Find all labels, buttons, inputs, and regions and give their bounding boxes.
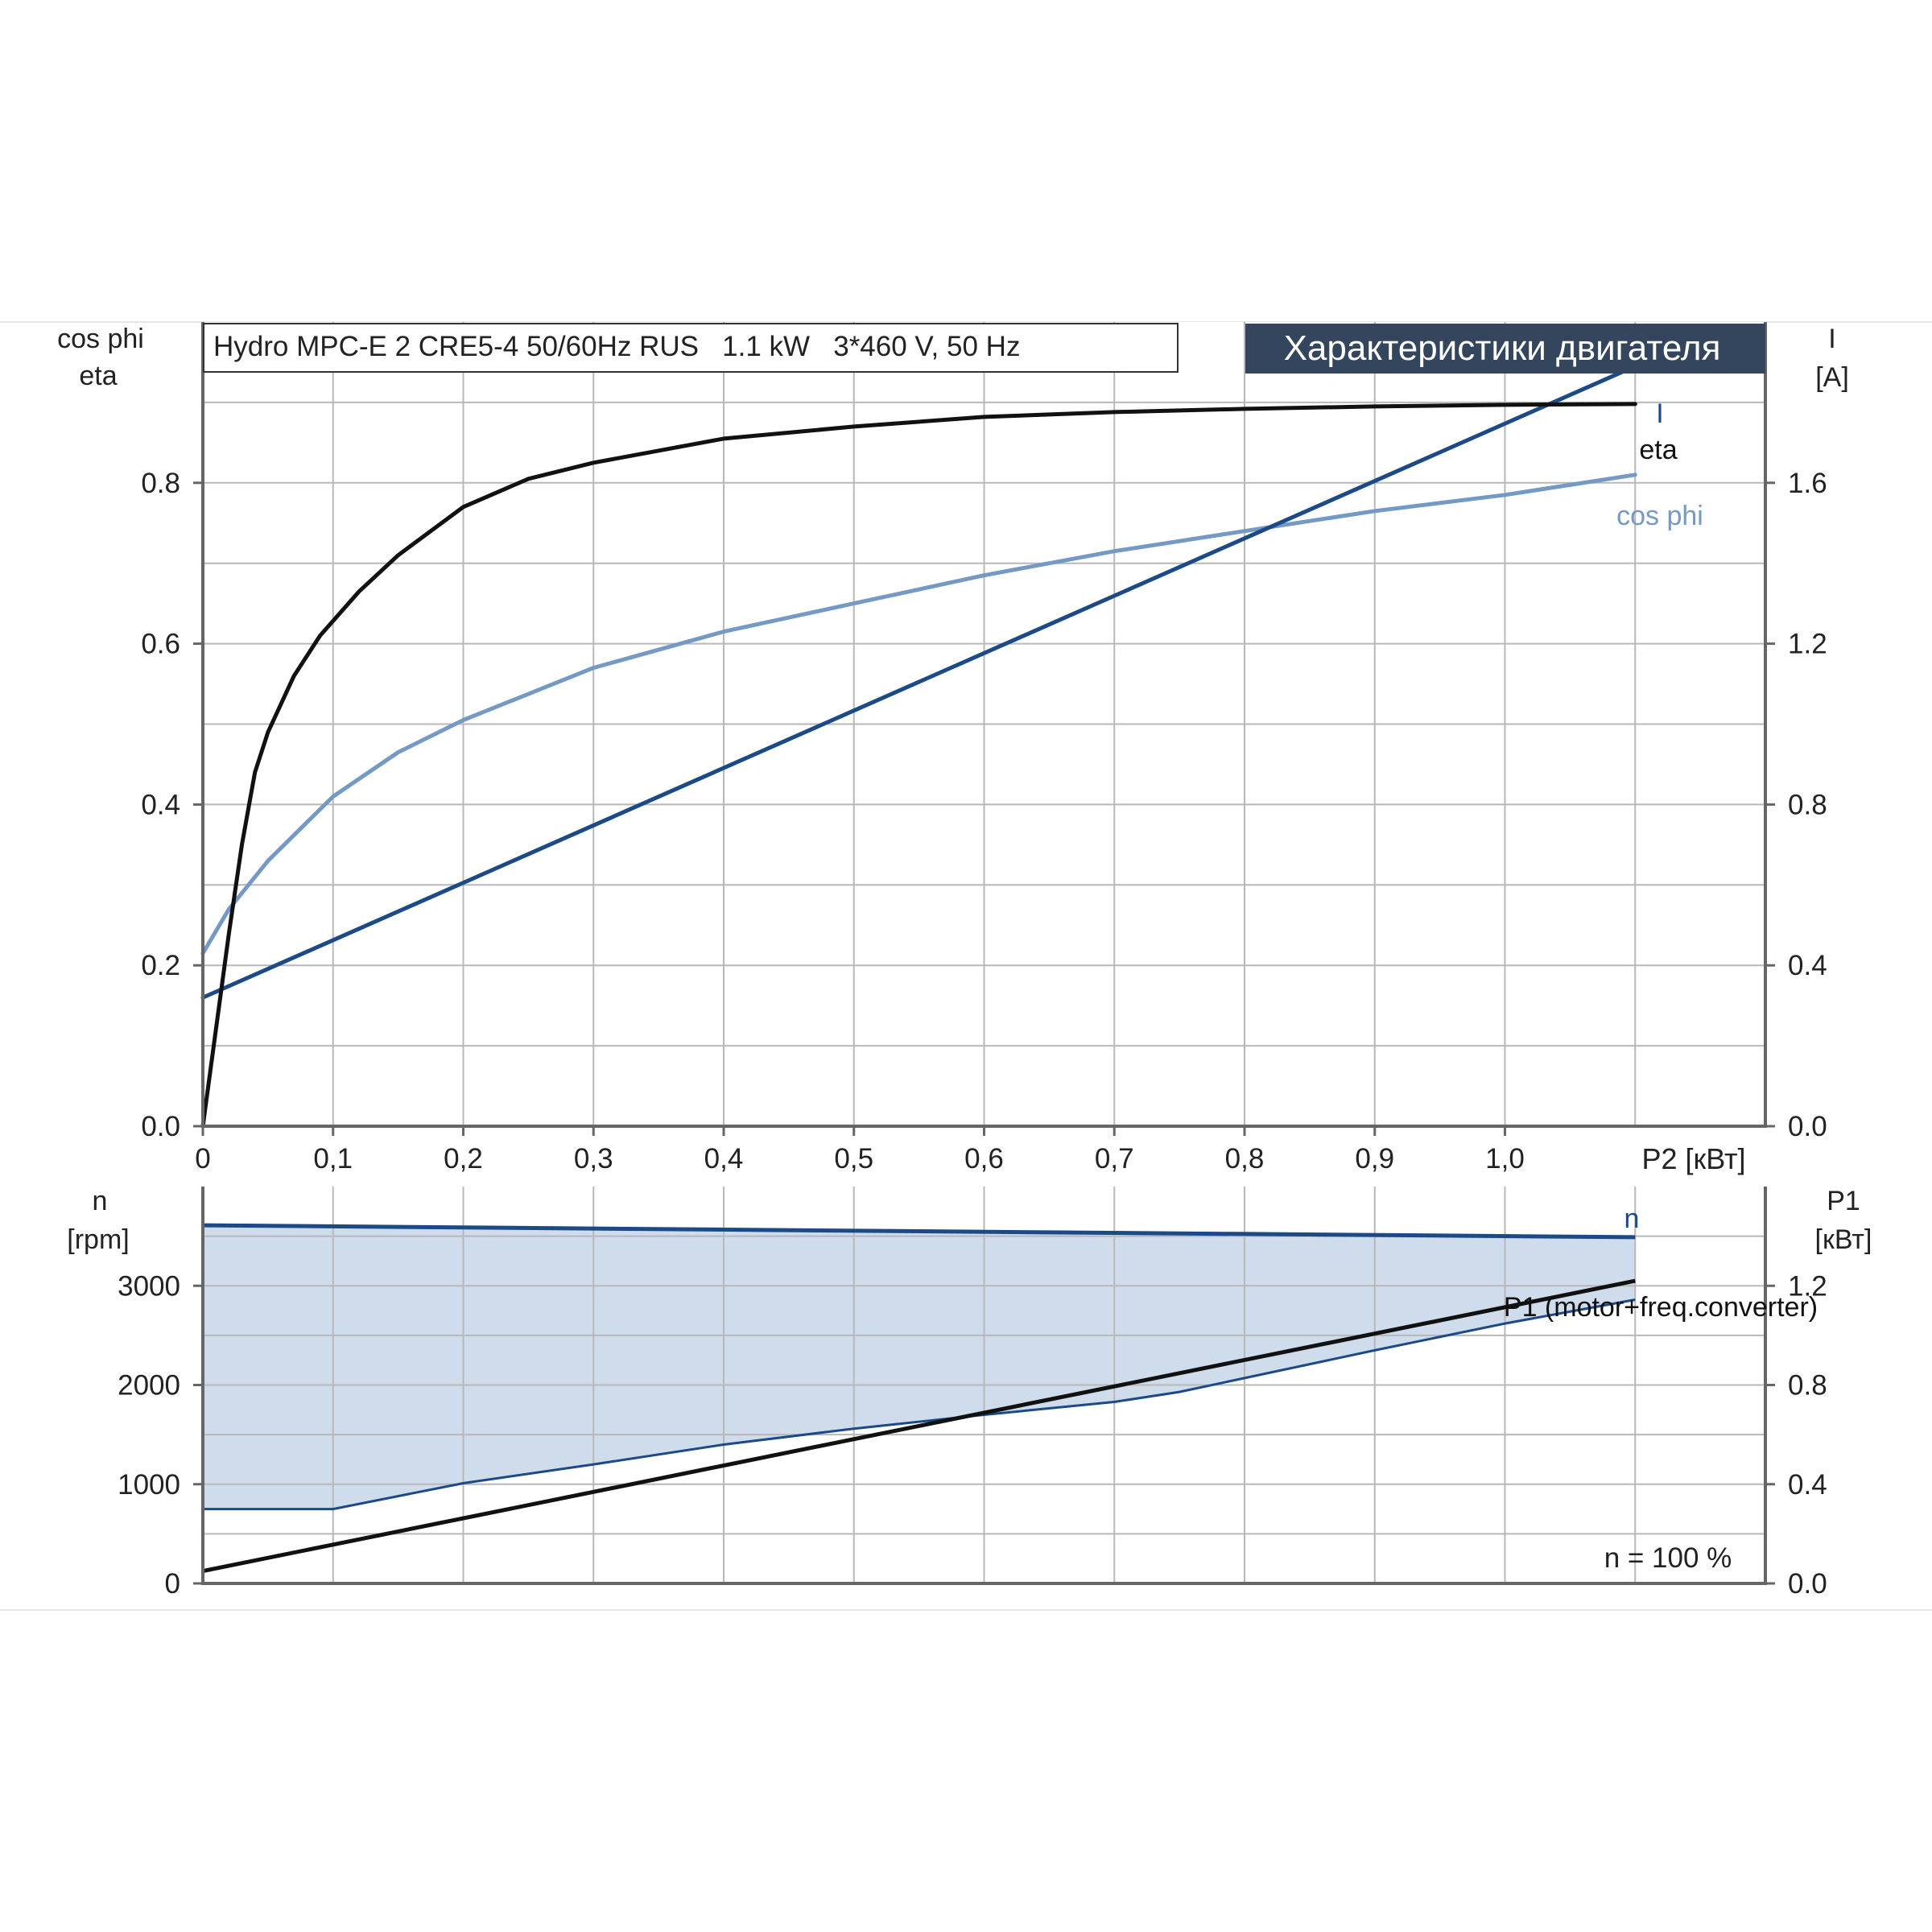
upper-left-tick-label: 0.0 bbox=[141, 1111, 180, 1142]
x-tick-label: 0,9 bbox=[1355, 1143, 1394, 1174]
chart-title: Характеристики двигателя bbox=[1284, 328, 1721, 368]
eta-curve bbox=[200, 402, 1637, 1129]
lower-right-tick-label: 0.8 bbox=[1788, 1370, 1827, 1402]
lower-left-tick-label: 3000 bbox=[118, 1270, 180, 1302]
series-label-n: n bbox=[1624, 1203, 1640, 1234]
model-text: Hydro MPC-E 2 CRE5-4 50/60Hz RUS 1.1 kW … bbox=[213, 331, 1020, 362]
upper-right-tick-label: 0.0 bbox=[1788, 1111, 1827, 1142]
lower-ticks: 0 1000 2000 3000 0.0 0.4 0.8 1.2 bbox=[118, 1270, 1827, 1600]
upper-right-tick-label: 1.2 bbox=[1788, 629, 1827, 660]
lower-right-tick-label: 0.4 bbox=[1788, 1469, 1827, 1501]
right-axis-label-i: I bbox=[1828, 324, 1835, 354]
x-tick-label: 0,4 bbox=[704, 1143, 744, 1174]
left-axis-label-eta: eta bbox=[79, 361, 117, 391]
right-axis-label-a: [A] bbox=[1815, 362, 1849, 393]
x-tick-label: 0,2 bbox=[444, 1143, 483, 1174]
lower-right-tick-label: 1.2 bbox=[1788, 1270, 1827, 1302]
x-tick-label: 0,5 bbox=[834, 1143, 873, 1174]
lower-left-tick-label: 1000 bbox=[118, 1469, 180, 1501]
series-label-i: I bbox=[1656, 398, 1663, 429]
lower-grid bbox=[203, 1187, 1765, 1583]
upper-right-tick-label: 0.4 bbox=[1788, 950, 1827, 981]
upper-grid bbox=[203, 322, 1765, 1126]
upper-series bbox=[200, 364, 1637, 1129]
x-tick-label: 0,1 bbox=[313, 1143, 353, 1174]
upper-ticks: 0.0 0.2 0.4 0.6 0.8 0.0 0.4 0.8 1.2 1.6 0 0,1 0,2 0,3… bbox=[141, 468, 1827, 1174]
lower-left-axis-label-n: n bbox=[93, 1186, 108, 1216]
current-curve bbox=[200, 364, 1637, 1000]
x-tick-label: 1,0 bbox=[1485, 1143, 1525, 1174]
lower-left-tick-label: 2000 bbox=[118, 1370, 180, 1402]
upper-right-tick-label: 0.8 bbox=[1788, 789, 1827, 820]
model-box bbox=[203, 323, 1179, 373]
x-tick-label: 0 bbox=[195, 1143, 210, 1174]
x-tick-label: 0,3 bbox=[574, 1143, 613, 1174]
upper-left-tick-label: 0.8 bbox=[141, 468, 180, 499]
title-box bbox=[1245, 324, 1765, 374]
upper-right-tick-label: 1.6 bbox=[1788, 468, 1827, 499]
x-tick-label: 0,7 bbox=[1095, 1143, 1134, 1174]
left-axis-label-cosphi: cos phi bbox=[57, 324, 144, 354]
lower-left-tick-label: 0 bbox=[165, 1568, 180, 1600]
p1-curve bbox=[202, 1278, 1636, 1574]
upper-left-tick-label: 0.2 bbox=[141, 950, 180, 981]
upper-labels: cos phi eta I [A] P2 [кВт] I eta cos phi bbox=[57, 324, 1849, 1175]
x-axis-label-p2: P2 [кВт] bbox=[1641, 1142, 1745, 1175]
operating-range-band bbox=[203, 1225, 1636, 1509]
speed-annotation: n = 100 % bbox=[1604, 1542, 1732, 1574]
x-tick-label: 0,8 bbox=[1225, 1143, 1265, 1174]
lower-right-tick-label: 0.0 bbox=[1788, 1568, 1827, 1600]
series-label-p1: P1 (motor+freq.converter) bbox=[1504, 1292, 1818, 1323]
speed-curve bbox=[202, 1223, 1636, 1240]
lower-panel: 0 1000 2000 3000 0.0 0.4 0.8 1.2 n [rpm] P1 [кВ… bbox=[67, 1186, 1872, 1600]
series-label-cosphi: cos phi bbox=[1616, 501, 1703, 531]
upper-left-tick-label: 0.6 bbox=[141, 629, 180, 660]
upper-panel: 0.0 0.2 0.4 0.6 0.8 0.0 0.4 0.8 1.2 1.6 0 0,1 0,2 0,3… bbox=[57, 322, 1849, 1175]
cosphi-curve bbox=[200, 473, 1637, 956]
lower-left-axis-label-rpm: [rpm] bbox=[67, 1224, 129, 1255]
lower-right-axis-label-p1: P1 bbox=[1827, 1186, 1860, 1216]
upper-left-tick-label: 0.4 bbox=[141, 789, 180, 820]
x-tick-label: 0,6 bbox=[964, 1143, 1004, 1174]
lower-right-axis-label-kw: [кВт] bbox=[1815, 1224, 1872, 1255]
series-label-eta: eta bbox=[1639, 435, 1677, 465]
lower-labels: n [rpm] P1 [кВт] n P1 (motor+freq.conver… bbox=[67, 1186, 1872, 1574]
